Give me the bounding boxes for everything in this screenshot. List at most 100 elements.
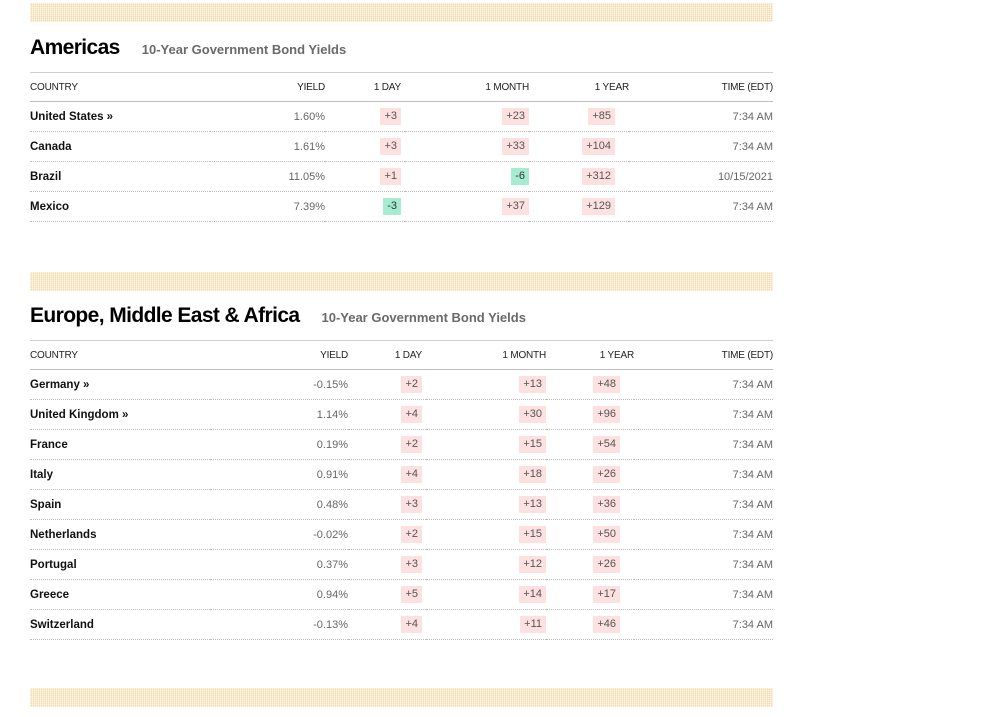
time-cell: 7:34 AM	[634, 459, 773, 490]
table-header-row: COUNTRY YIELD 1 DAY 1 MONTH 1 YEAR TIME …	[30, 73, 773, 102]
yield-cell: 11.05%	[210, 161, 325, 192]
col-1day[interactable]: 1 DAY	[348, 341, 426, 370]
country-link[interactable]: United States »	[30, 110, 114, 123]
country-link[interactable]: United Kingdom »	[30, 408, 129, 421]
section-subtitle: 10-Year Government Bond Yields	[321, 310, 526, 325]
change-badge: +4	[401, 616, 422, 633]
change-badge: +11	[520, 616, 546, 633]
change-badge: -6	[511, 168, 529, 185]
country-name: Spain	[30, 498, 62, 511]
table-row: United Kingdom » 1.14% +4 +30 +96 7:34 AM	[30, 399, 773, 430]
change-badge: +36	[593, 496, 620, 513]
time-cell: 7:34 AM	[634, 369, 773, 400]
change-badge: +50	[593, 526, 620, 543]
change-badge: +23	[502, 108, 529, 125]
col-1day[interactable]: 1 DAY	[325, 73, 405, 102]
year-change-cell: +26	[546, 459, 634, 490]
section-title: Americas	[30, 36, 120, 59]
change-badge: +15	[519, 526, 546, 543]
day-change-cell: +4	[348, 459, 426, 490]
section-title: Europe, Middle East & Africa	[30, 304, 300, 327]
year-change-cell: +36	[546, 489, 634, 520]
change-badge: +312	[582, 168, 615, 185]
country-cell: United States »	[30, 101, 210, 132]
change-badge: +18	[519, 466, 546, 483]
col-1year[interactable]: 1 YEAR	[529, 73, 629, 102]
change-badge: +12	[519, 556, 546, 573]
change-badge: +85	[588, 108, 615, 125]
country-cell: Italy	[30, 459, 210, 490]
country-cell: Greece	[30, 579, 210, 610]
yield-cell: 1.60%	[210, 101, 325, 132]
country-name: Canada	[30, 140, 72, 153]
country-link[interactable]: Germany »	[30, 378, 90, 391]
day-change-cell: +3	[325, 131, 405, 162]
day-change-cell: +4	[348, 399, 426, 430]
time-cell: 10/15/2021	[629, 161, 773, 192]
change-badge: +3	[380, 138, 401, 155]
month-change-cell: +14	[426, 579, 546, 610]
col-1month[interactable]: 1 MONTH	[426, 341, 546, 370]
year-change-cell: +48	[546, 369, 634, 400]
month-change-cell: +15	[426, 429, 546, 460]
americas-section: Americas 10-Year Government Bond Yields …	[30, 36, 773, 222]
change-badge: +3	[401, 496, 422, 513]
col-yield[interactable]: YIELD	[210, 341, 348, 370]
divider-stripe	[30, 688, 773, 707]
change-badge: +129	[582, 198, 615, 215]
country-name: Portugal	[30, 558, 77, 571]
col-1month[interactable]: 1 MONTH	[405, 73, 529, 102]
table-row: Switzerland -0.13% +4 +11 +46 7:34 AM	[30, 609, 773, 640]
change-badge: +3	[401, 556, 422, 573]
change-badge: +13	[519, 496, 546, 513]
table-row: Brazil 11.05% +1 -6 +312 10/15/2021	[30, 161, 773, 192]
emea-table: COUNTRY YIELD 1 DAY 1 MONTH 1 YEAR TIME …	[30, 341, 773, 640]
col-time[interactable]: TIME (EDT)	[629, 73, 773, 102]
table-header-row: COUNTRY YIELD 1 DAY 1 MONTH 1 YEAR TIME …	[30, 341, 773, 370]
day-change-cell: +2	[348, 519, 426, 550]
table-row: Portugal 0.37% +3 +12 +26 7:34 AM	[30, 549, 773, 580]
month-change-cell: +15	[426, 519, 546, 550]
change-badge: +5	[401, 586, 422, 603]
col-country[interactable]: COUNTRY	[30, 341, 210, 370]
change-badge: +2	[401, 436, 422, 453]
col-yield[interactable]: YIELD	[210, 73, 325, 102]
country-cell: United Kingdom »	[30, 399, 210, 430]
time-cell: 7:34 AM	[634, 429, 773, 460]
table-row: Canada 1.61% +3 +33 +104 7:34 AM	[30, 131, 773, 162]
year-change-cell: +54	[546, 429, 634, 460]
year-change-cell: +104	[529, 131, 629, 162]
col-time[interactable]: TIME (EDT)	[634, 341, 773, 370]
time-cell: 7:34 AM	[634, 609, 773, 640]
change-badge: +96	[593, 406, 620, 423]
day-change-cell: +4	[348, 609, 426, 640]
country-name: Mexico	[30, 200, 69, 213]
day-change-cell: +5	[348, 579, 426, 610]
month-change-cell: +12	[426, 549, 546, 580]
country-cell: Germany »	[30, 369, 210, 400]
day-change-cell: +2	[348, 369, 426, 400]
table-row: France 0.19% +2 +15 +54 7:34 AM	[30, 429, 773, 460]
country-cell: France	[30, 429, 210, 460]
table-row: Netherlands -0.02% +2 +15 +50 7:34 AM	[30, 519, 773, 550]
yield-cell: -0.15%	[210, 369, 348, 400]
table-row: Mexico 7.39% -3 +37 +129 7:34 AM	[30, 191, 773, 222]
month-change-cell: +37	[405, 191, 529, 222]
year-change-cell: +312	[529, 161, 629, 192]
col-country[interactable]: COUNTRY	[30, 73, 210, 102]
time-cell: 7:34 AM	[634, 519, 773, 550]
year-change-cell: +96	[546, 399, 634, 430]
month-change-cell: +33	[405, 131, 529, 162]
table-row: Spain 0.48% +3 +13 +36 7:34 AM	[30, 489, 773, 520]
time-cell: 7:34 AM	[629, 131, 773, 162]
change-badge: +48	[593, 376, 620, 393]
year-change-cell: +17	[546, 579, 634, 610]
change-badge: +2	[401, 526, 422, 543]
col-1year[interactable]: 1 YEAR	[546, 341, 634, 370]
yield-cell: 1.61%	[210, 131, 325, 162]
time-cell: 7:34 AM	[634, 579, 773, 610]
yield-cell: 7.39%	[210, 191, 325, 222]
change-badge: +33	[502, 138, 529, 155]
year-change-cell: +26	[546, 549, 634, 580]
month-change-cell: -6	[405, 161, 529, 192]
